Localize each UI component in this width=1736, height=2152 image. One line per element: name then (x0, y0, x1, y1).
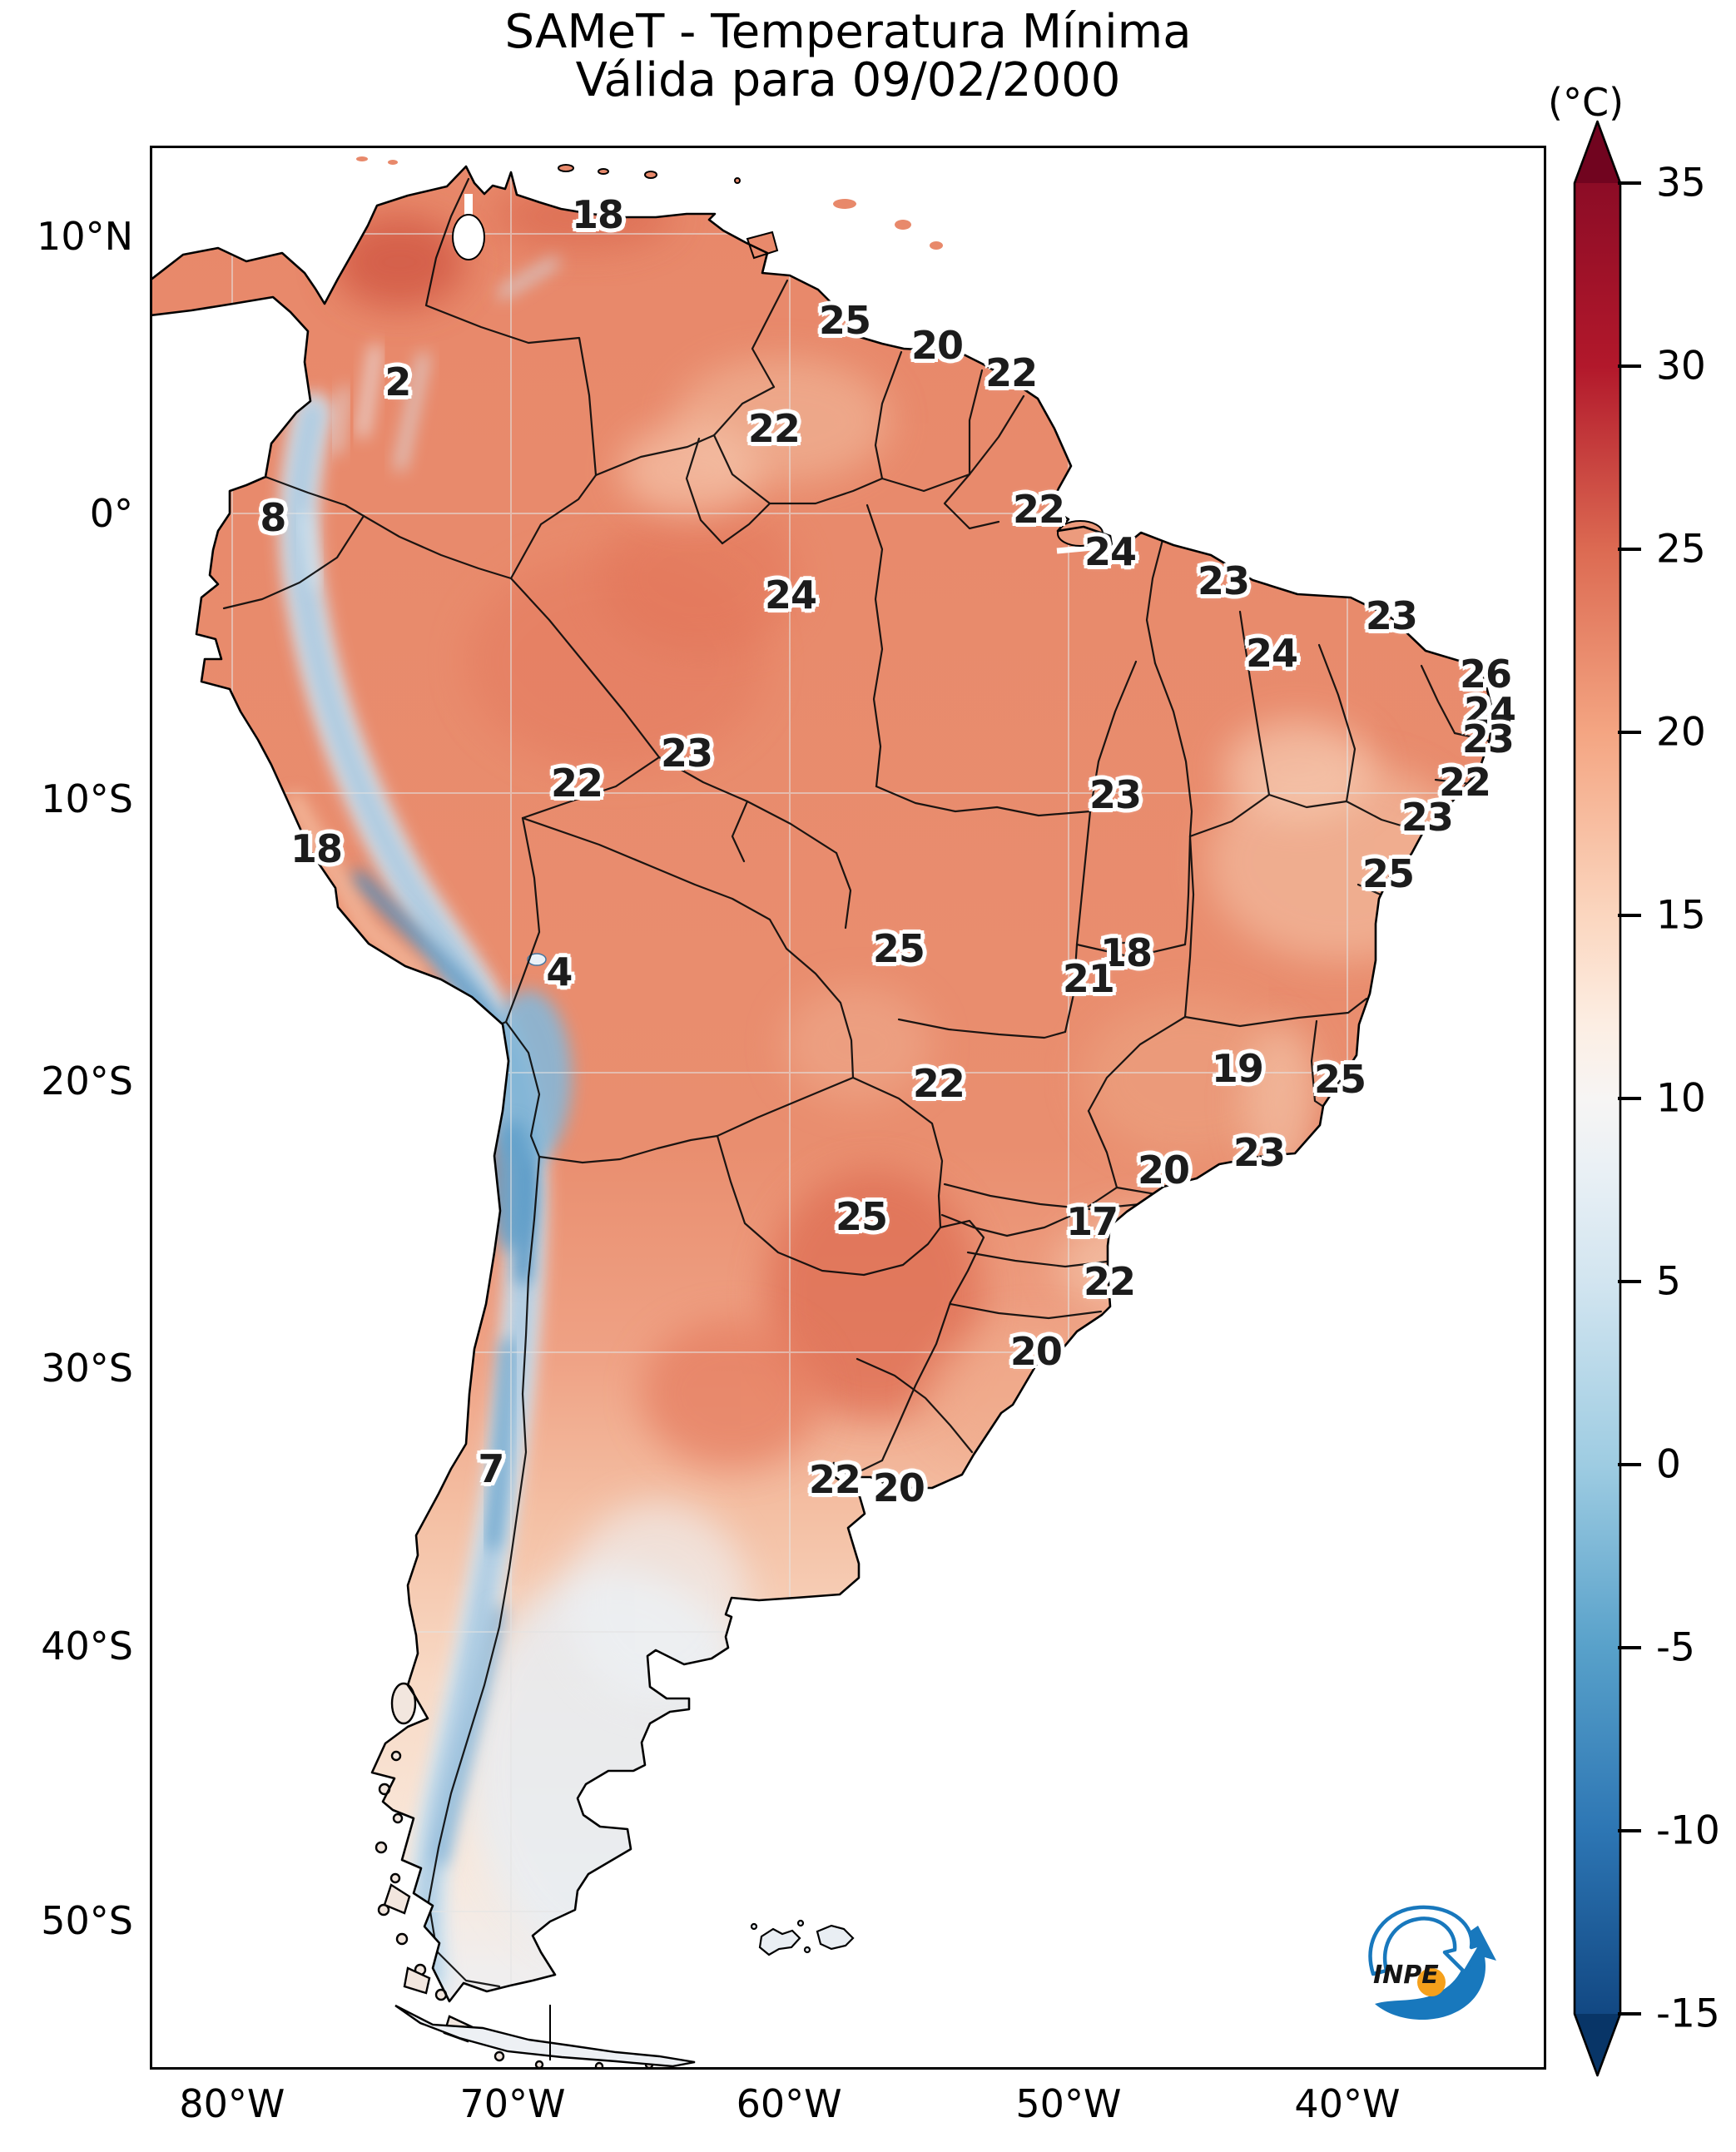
colorbar-tick-label: 20 (1656, 709, 1706, 756)
colorbar-tick-label: 35 (1656, 160, 1706, 206)
colorbar-tick-mark (1618, 364, 1641, 368)
colorbar-tick-label: 10 (1656, 1075, 1706, 1122)
temperature-raster (152, 166, 1492, 2001)
temp-value-label: 22 (1013, 487, 1065, 533)
temp-value-label: 24 (1245, 631, 1298, 677)
colorbar-tick-label: 5 (1656, 1258, 1681, 1305)
colorbar-tick-label: -15 (1656, 1991, 1720, 2037)
temp-value-label: 20 (1138, 1148, 1190, 1193)
colorbar-tick-mark (1618, 181, 1641, 186)
colorbar-tick-label: 0 (1656, 1441, 1681, 1488)
map-subtitle: Válida para 09/02/2000 (575, 53, 1121, 107)
map-title: SAMeT - Temperatura Mínima (504, 5, 1192, 59)
islands (356, 156, 943, 260)
colorbar-tick-mark (1618, 1279, 1641, 1283)
inpe-logo-swirl (1368, 1905, 1484, 1976)
colorbar-tick-label: 30 (1656, 343, 1706, 389)
lon-tick-label: 40°W (1294, 2081, 1401, 2126)
temp-value-label: 25 (819, 298, 871, 344)
lon-tick-label: 50°W (1015, 2081, 1122, 2126)
temp-value-label: 22 (808, 1456, 861, 1502)
temp-value-label: 20 (872, 1465, 925, 1510)
colorbar-unit-label: (°C) (1548, 80, 1624, 125)
lat-tick-label: 10°S (41, 776, 133, 821)
temp-value-label: 21 (1062, 956, 1115, 1002)
temp-value-label: 23 (1461, 717, 1515, 762)
colorbar-tick-label: 15 (1656, 892, 1706, 939)
map-frame (150, 146, 1546, 2070)
colorbar-tick-label: -10 (1656, 1807, 1720, 1854)
temp-value-label: 7 (478, 1446, 504, 1492)
temp-value-label: 17 (1066, 1199, 1118, 1245)
temp-value-label: 23 (1197, 558, 1250, 603)
temp-value-label: 23 (1365, 593, 1418, 639)
temp-value-label: 23 (660, 731, 713, 776)
temp-value-label: 18 (290, 826, 343, 871)
temp-value-label: 20 (911, 323, 964, 369)
lat-tick-label: 50°S (41, 1898, 133, 1943)
temp-value-label: 18 (1099, 930, 1153, 976)
colorbar-tick-label: -5 (1656, 1624, 1695, 1671)
colorbar-tick-mark (1618, 1828, 1641, 1832)
colorbar-tick-mark (1618, 1646, 1641, 1650)
temp-value-label: 23 (1401, 794, 1454, 840)
lon-tick-label: 60°W (736, 2081, 842, 2126)
temp-value-label: 25 (1362, 850, 1415, 896)
tierra-del-fuego (394, 2004, 696, 2067)
lat-tick-label: 30°S (41, 1345, 133, 1391)
patagonian-islands (374, 1682, 654, 2067)
colorbar-tick-mark (1618, 914, 1641, 918)
temp-value-label: 4 (546, 950, 573, 995)
south-america-map (152, 156, 1494, 2067)
inpe-logo: INPE (1368, 1905, 1496, 2021)
lakes (452, 194, 1112, 966)
inpe-logo-orange-dot (1417, 1968, 1446, 1996)
lon-tick-label: 70°W (459, 2081, 566, 2126)
temp-value-label: 23 (1089, 772, 1142, 817)
lon-tick-label: 80°W (179, 2081, 285, 2126)
temp-value-label: 24 (1084, 529, 1137, 575)
temp-value-label: 22 (985, 350, 1038, 395)
colorbar-tick-mark (1618, 2011, 1641, 2016)
lat-tick-label: 0° (89, 491, 133, 537)
colorbar-tick-mark (1618, 731, 1641, 735)
falkland-islands (750, 1919, 855, 1956)
inpe-logo-swoosh (1375, 1926, 1496, 2021)
inpe-logo-text: INPE (1373, 1961, 1439, 1990)
temp-value-label: 25 (872, 925, 925, 971)
temp-value-label: 25 (836, 1193, 888, 1239)
temp-value-label: 25 (1313, 1056, 1366, 1102)
temp-value-label: 24 (1463, 688, 1516, 734)
lat-tick-label: 10°N (37, 213, 133, 259)
title-block: SAMeT - Temperatura Mínima Válida para 0… (150, 8, 1546, 105)
lat-tick-label: 40°S (41, 1624, 133, 1669)
temp-value-label: 22 (1438, 760, 1491, 805)
temp-value-label: 8 (260, 494, 286, 540)
temp-value-label: 20 (1009, 1329, 1063, 1374)
colorbar-tick-mark (1618, 1463, 1641, 1467)
temp-value-label: 22 (912, 1061, 965, 1107)
coastline (152, 165, 1494, 2003)
temp-value-label: 24 (764, 573, 817, 618)
temp-value-label: 22 (747, 405, 801, 451)
temp-value-label: 26 (1459, 651, 1512, 697)
temp-value-label: 18 (571, 192, 624, 238)
colorbar-tick-mark (1618, 547, 1641, 551)
colorbar-tick-label: 25 (1656, 526, 1706, 573)
lat-tick-label: 20°S (41, 1058, 133, 1103)
temp-value-label: 22 (1083, 1258, 1136, 1304)
political-borders (222, 177, 1492, 1988)
temp-value-label: 22 (550, 761, 603, 806)
temp-value-label: 2 (384, 359, 411, 404)
temp-value-label: 19 (1211, 1045, 1264, 1091)
temp-value-label: 23 (1233, 1130, 1286, 1176)
colorbar-gradient (1573, 120, 1622, 2077)
colorbar-tick-mark (1618, 1096, 1641, 1100)
